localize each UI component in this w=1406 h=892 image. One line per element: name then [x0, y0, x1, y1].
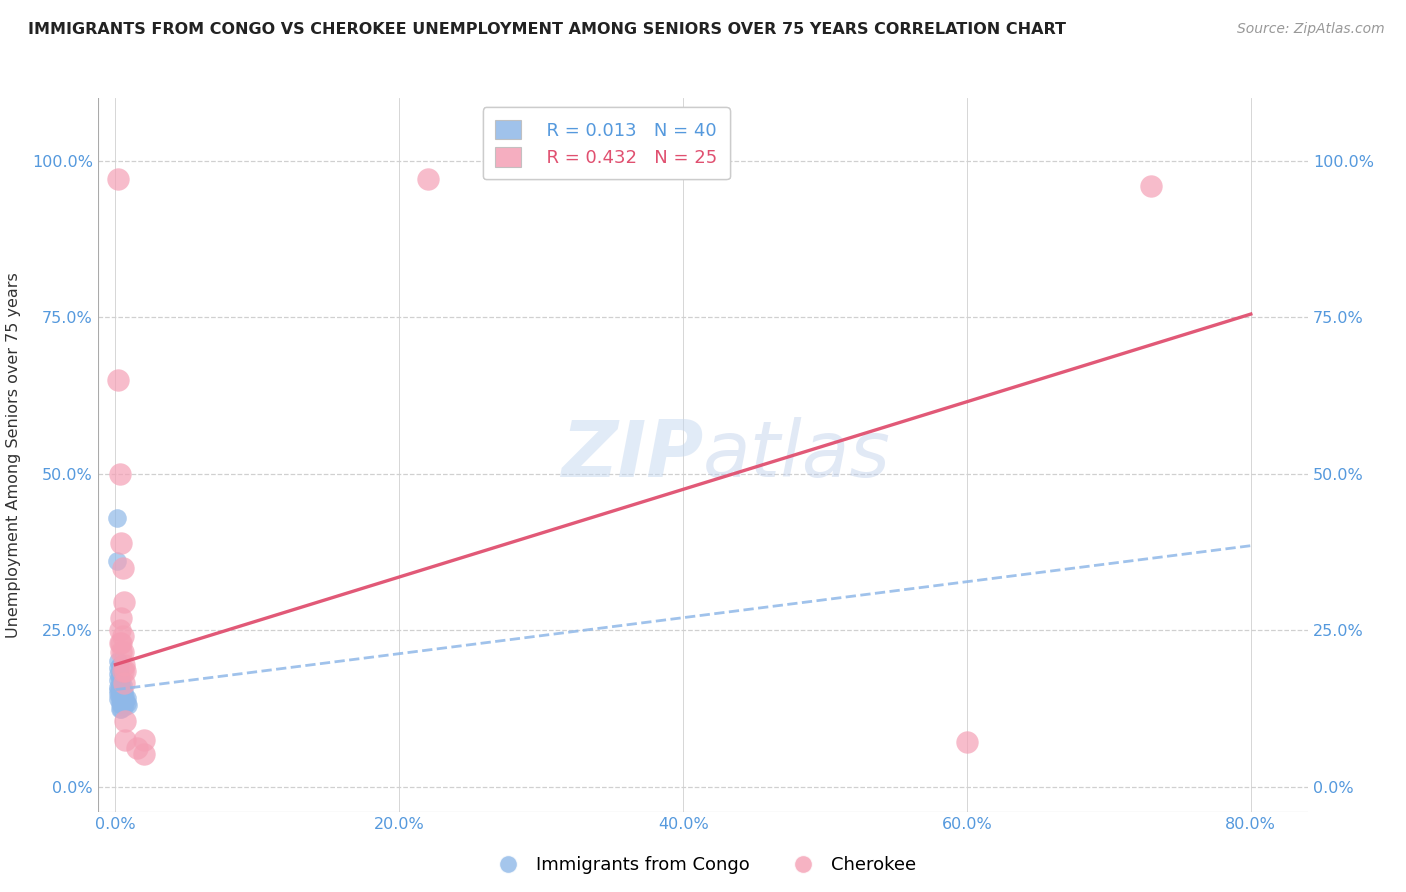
Point — [107, 661, 129, 675]
Point — [110, 697, 132, 711]
Point — [112, 676, 135, 690]
Point — [111, 683, 134, 698]
Legend:   R = 0.013   N = 40,   R = 0.432   N = 25: R = 0.013 N = 40, R = 0.432 N = 25 — [482, 107, 730, 179]
Point — [125, 740, 148, 755]
Point — [108, 673, 131, 688]
Point — [108, 668, 131, 682]
Point — [114, 694, 136, 708]
Text: ZIP: ZIP — [561, 417, 703, 493]
Point — [108, 467, 131, 481]
Point — [107, 667, 129, 681]
Point — [107, 172, 129, 186]
Point — [111, 630, 134, 644]
Point — [112, 684, 135, 698]
Point — [110, 535, 132, 549]
Point — [111, 693, 134, 707]
Point — [107, 655, 129, 669]
Point — [110, 645, 132, 659]
Point — [110, 636, 132, 650]
Point — [110, 677, 132, 691]
Point — [115, 696, 138, 710]
Point — [108, 636, 131, 650]
Point — [111, 645, 134, 659]
Point — [108, 692, 131, 706]
Point — [111, 688, 134, 702]
Y-axis label: Unemployment Among Seniors over 75 years: Unemployment Among Seniors over 75 years — [6, 272, 21, 638]
Point — [112, 595, 135, 609]
Point — [108, 697, 131, 711]
Point — [110, 687, 132, 701]
Point — [112, 657, 135, 672]
Point — [108, 702, 131, 716]
Point — [110, 672, 132, 686]
Point — [114, 690, 136, 704]
Point — [110, 610, 132, 624]
Point — [107, 680, 129, 694]
Text: atlas: atlas — [703, 417, 891, 493]
Point — [416, 172, 439, 186]
Point — [108, 657, 131, 672]
Point — [956, 734, 979, 748]
Point — [115, 690, 138, 705]
Point — [1140, 178, 1163, 193]
Point — [112, 699, 135, 714]
Point — [105, 510, 128, 524]
Point — [114, 714, 136, 728]
Point — [107, 692, 129, 706]
Point — [132, 732, 155, 747]
Point — [107, 687, 129, 701]
Point — [107, 373, 129, 387]
Point — [107, 682, 129, 697]
Point — [108, 687, 131, 701]
Point — [117, 698, 139, 713]
Point — [112, 694, 135, 708]
Point — [110, 702, 132, 716]
Point — [111, 678, 134, 692]
Point — [108, 623, 131, 637]
Legend: Immigrants from Congo, Cherokee: Immigrants from Congo, Cherokee — [484, 849, 922, 881]
Point — [114, 732, 136, 747]
Point — [105, 554, 128, 568]
Point — [110, 681, 132, 696]
Point — [114, 664, 136, 678]
Point — [107, 673, 129, 688]
Point — [110, 692, 132, 706]
Point — [132, 747, 155, 761]
Text: Source: ZipAtlas.com: Source: ZipAtlas.com — [1237, 22, 1385, 37]
Point — [108, 681, 131, 696]
Point — [112, 690, 135, 704]
Point — [108, 678, 131, 692]
Point — [108, 662, 131, 676]
Text: IMMIGRANTS FROM CONGO VS CHEROKEE UNEMPLOYMENT AMONG SENIORS OVER 75 YEARS CORRE: IMMIGRANTS FROM CONGO VS CHEROKEE UNEMPL… — [28, 22, 1066, 37]
Point — [111, 560, 134, 574]
Point — [111, 664, 134, 678]
